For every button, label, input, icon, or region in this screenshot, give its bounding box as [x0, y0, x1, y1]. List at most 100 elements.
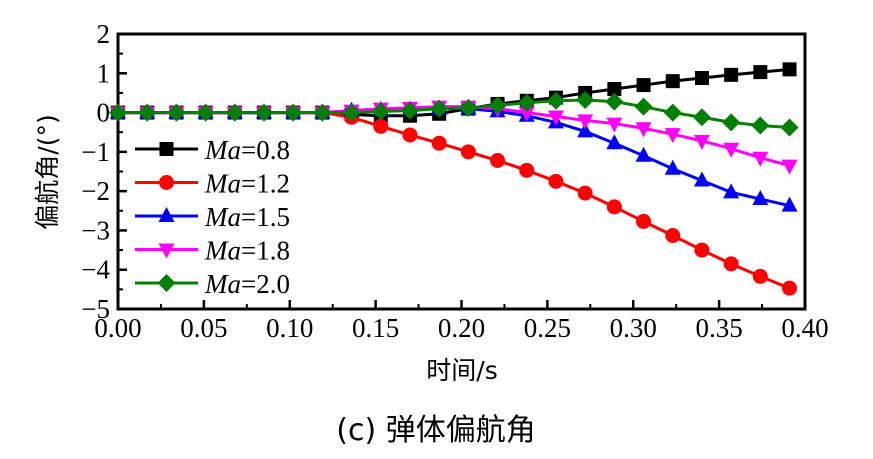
- legend-label: Ma=1.5: [204, 202, 290, 232]
- data-point: [694, 71, 709, 85]
- data-point: [663, 103, 682, 122]
- figure-caption: (c) 弹体偏航角: [336, 413, 535, 448]
- data-point: [546, 91, 565, 110]
- data-point: [636, 78, 651, 93]
- data-point: [431, 135, 447, 151]
- data-point: [751, 116, 770, 135]
- data-point: [371, 102, 390, 121]
- legend-label-value: =1.8: [241, 236, 290, 266]
- legend-item: Ma=2.0: [135, 269, 290, 299]
- data-point: [752, 151, 769, 167]
- data-point: [577, 122, 594, 138]
- legend-label: Ma=0.8: [204, 135, 290, 165]
- data-point: [518, 106, 535, 122]
- y-tick-label: 2: [97, 19, 111, 49]
- data-point: [460, 144, 476, 160]
- data-point: [576, 91, 595, 109]
- y-tick-label: −4: [81, 255, 110, 285]
- legend-label-value: =1.5: [241, 202, 290, 232]
- data-point: [665, 228, 681, 244]
- legend-label: Ma=2.0: [204, 269, 290, 299]
- data-point: [402, 127, 418, 143]
- data-point: [490, 153, 506, 168]
- legend-marker-diamond: [157, 274, 176, 292]
- x-tick-label: 0.10: [266, 313, 313, 343]
- legend-marker-triangle-up: [158, 207, 175, 222]
- data-point: [606, 134, 623, 150]
- data-point: [752, 190, 769, 205]
- data-point: [722, 113, 741, 132]
- series-line: [118, 98, 790, 129]
- data-point: [752, 268, 768, 284]
- data-point: [664, 159, 681, 175]
- data-point: [313, 103, 332, 122]
- data-point: [635, 146, 652, 162]
- data-point: [723, 142, 740, 158]
- data-point: [548, 173, 564, 189]
- legend-label-value: =0.8: [241, 135, 290, 165]
- data-point: [781, 196, 798, 212]
- data-point: [605, 92, 624, 111]
- y-tick-label: 0: [97, 98, 111, 128]
- data-point: [430, 99, 449, 118]
- legend-label-prefix: Ma: [204, 135, 241, 165]
- data-point: [664, 128, 681, 144]
- legend-label-prefix: Ma: [204, 236, 241, 266]
- data-point: [782, 62, 797, 77]
- x-tick-label: 0.15: [352, 313, 399, 343]
- data-point: [782, 280, 798, 296]
- data-point: [634, 97, 653, 116]
- y-tick-label: −2: [81, 176, 110, 206]
- legend: Ma=0.8Ma=1.2Ma=1.5Ma=1.8Ma=2.0: [135, 135, 290, 299]
- series-layer: [109, 62, 799, 296]
- data-point: [607, 82, 622, 96]
- legend-item: Ma=1.2: [135, 169, 290, 199]
- data-point: [606, 199, 622, 215]
- x-tick-label: 0.25: [524, 313, 571, 343]
- data-point: [723, 183, 740, 199]
- legend-marker-square: [159, 142, 174, 156]
- legend-item: Ma=1.5: [135, 202, 290, 232]
- legend-label-value: =1.2: [241, 169, 290, 199]
- series-circle: [110, 105, 798, 296]
- data-point: [577, 114, 594, 130]
- data-point: [753, 65, 768, 80]
- data-point: [109, 103, 127, 122]
- data-point: [373, 118, 389, 134]
- y-axis-ticks: 2 1 0 −1 −2 −3 −4 −5: [81, 19, 127, 324]
- data-point: [284, 103, 303, 122]
- y-tick-label: −5: [81, 294, 110, 324]
- data-point: [196, 103, 215, 122]
- data-point: [636, 213, 652, 229]
- data-point: [138, 103, 157, 122]
- legend-label: Ma=1.8: [204, 236, 290, 266]
- data-point: [665, 74, 680, 89]
- x-tick-label: 0.30: [610, 313, 657, 343]
- data-point: [577, 185, 593, 201]
- data-point: [519, 162, 535, 178]
- legend-marker-triangle-down: [158, 243, 175, 259]
- data-point: [342, 103, 361, 122]
- data-point: [547, 110, 564, 126]
- data-point: [167, 103, 186, 122]
- data-point: [694, 242, 710, 258]
- data-point: [635, 122, 652, 138]
- y-tick-label: 1: [97, 58, 111, 88]
- legend-marker-circle: [159, 175, 174, 190]
- x-axis-title: 时间/s: [426, 356, 497, 385]
- data-point: [724, 67, 739, 82]
- data-point: [781, 159, 798, 175]
- data-point: [225, 103, 244, 122]
- x-tick-label: 0.40: [781, 313, 828, 343]
- data-point: [517, 93, 536, 112]
- data-point: [692, 108, 711, 127]
- legend-label-value: =2.0: [241, 269, 290, 299]
- data-point: [459, 98, 478, 117]
- x-axis-ticks: 0.00 0.05 0.10 0.15 0.20 0.25 0.30 0.35 0.40: [94, 300, 829, 343]
- data-point: [606, 117, 623, 133]
- x-tick-label: 0.35: [696, 313, 743, 343]
- legend-label: Ma=1.2: [204, 169, 290, 199]
- x-tick-label: 0.00: [94, 313, 141, 343]
- data-point: [693, 171, 710, 187]
